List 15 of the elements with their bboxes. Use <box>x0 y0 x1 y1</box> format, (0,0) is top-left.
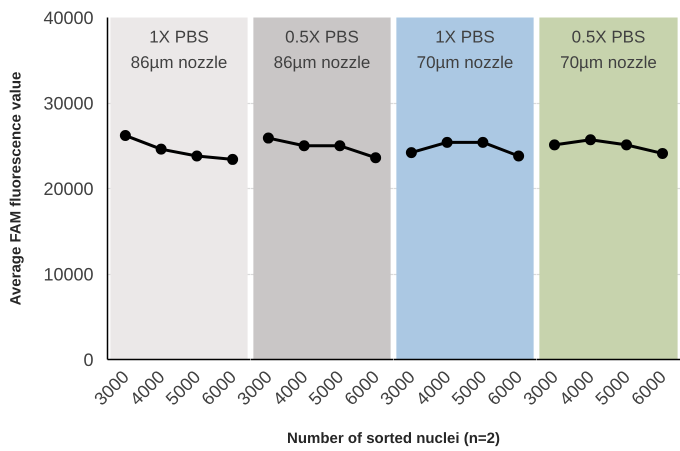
band-label: 0.5X PBS 70µm nozzle <box>560 28 657 72</box>
y-tick-label: 10000 <box>43 264 94 284</box>
y-tick-label: 20000 <box>43 179 94 199</box>
point <box>156 144 167 155</box>
band-label: 0.5X PBS 86µm nozzle <box>274 28 370 72</box>
x-axis-title: Number of sorted nuclei (n=2) <box>287 430 500 447</box>
point <box>120 130 131 141</box>
band-label: 1X PBS 86µm nozzle <box>130 28 228 72</box>
y-tick-label: 40000 <box>43 8 94 28</box>
band-label: 1X PBS 70µm nozzle <box>416 28 514 72</box>
y-tick-label: 30000 <box>43 94 94 114</box>
point <box>227 154 238 165</box>
y-axis-title: Average FAM fluorescence value <box>7 72 24 306</box>
y-tick-label: 0 <box>83 350 94 370</box>
point <box>191 150 202 162</box>
